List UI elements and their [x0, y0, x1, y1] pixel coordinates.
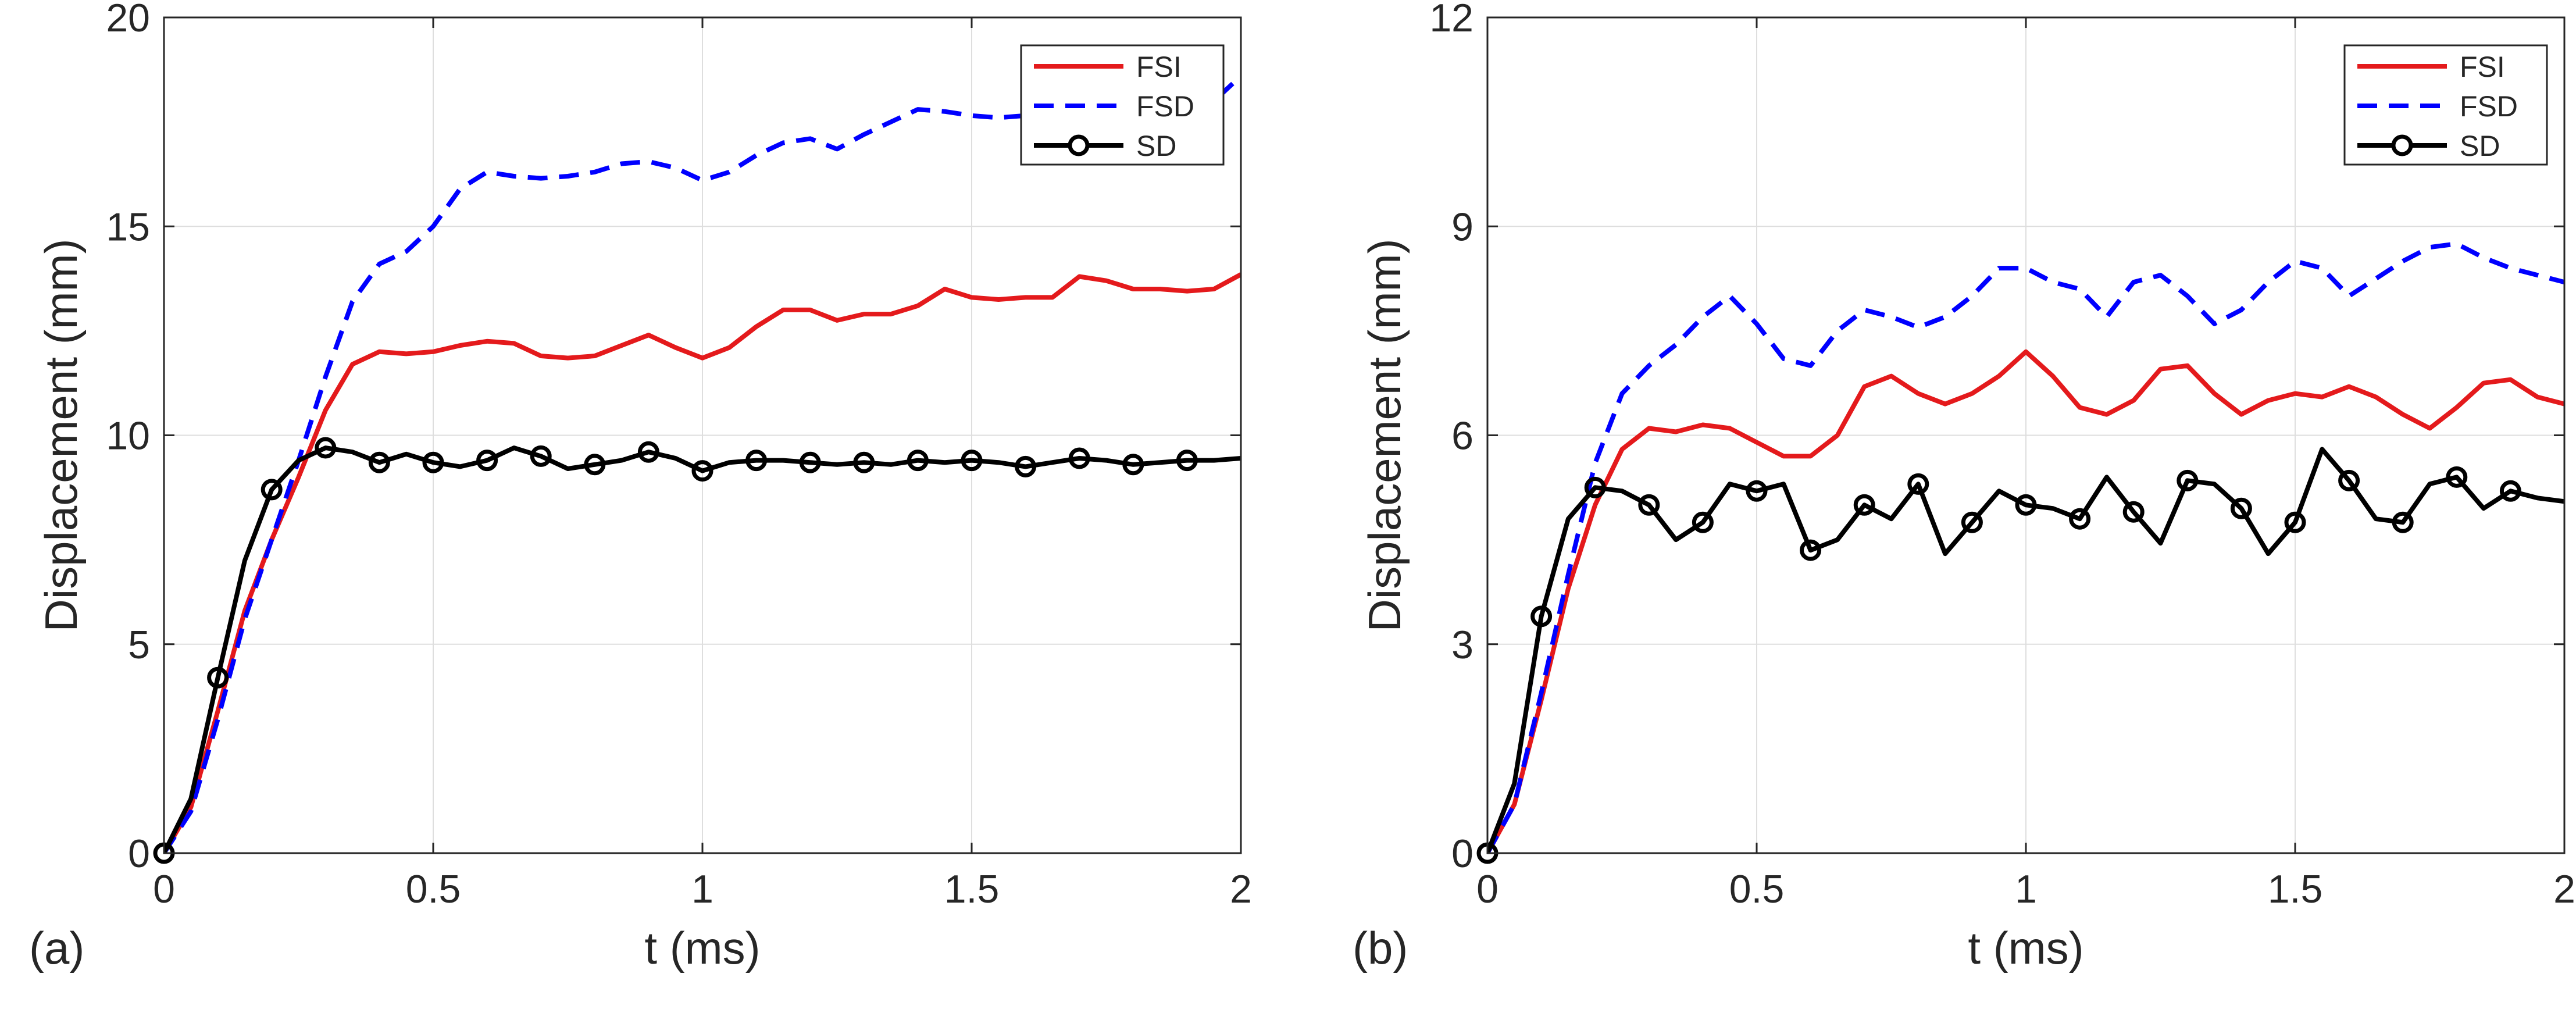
y-tick-label: 0 [1451, 832, 1473, 876]
x-tick-label: 1 [2015, 867, 2037, 911]
series-marker-sd [2230, 497, 2252, 519]
series-marker-sd [1584, 476, 1606, 498]
series-marker-sd [1015, 455, 1037, 477]
y-tick-label: 3 [1451, 623, 1473, 667]
x-tick-label: 2 [2553, 867, 2575, 911]
series-marker-sd [1692, 511, 1714, 533]
series-marker-sd [1122, 454, 1144, 476]
series-marker-sd [2338, 469, 2360, 491]
series-marker-sd [1068, 447, 1090, 469]
series-marker-sd [207, 666, 229, 689]
series-marker-sd [368, 451, 390, 473]
series-marker-sd [1800, 539, 1822, 561]
y-tick-label: 0 [128, 832, 150, 876]
series-line-fsd [1487, 241, 2564, 853]
series-marker-sd [907, 450, 929, 472]
panel-label: (a) [29, 922, 84, 974]
series-marker-sd [637, 441, 659, 463]
series-marker-sd [961, 450, 983, 472]
y-tick-label: 6 [1451, 414, 1473, 458]
series-marker-sd [422, 451, 444, 473]
y-tick-label: 5 [128, 623, 150, 667]
series-marker-sd [2499, 480, 2521, 502]
y-tick-label: 12 [1429, 0, 1473, 40]
series-marker-sd [2284, 511, 2306, 533]
series-marker-sd [1907, 473, 1929, 495]
legend-marker-sd [2391, 134, 2413, 156]
y-axis-label: Displacement (mm) [35, 238, 87, 632]
series-marker-sd [853, 451, 875, 473]
series-marker-sd [691, 460, 713, 482]
series-marker-sd [2122, 501, 2145, 523]
legend-label-sd: SD [1136, 130, 1176, 162]
legend-label-fsd: FSD [1136, 90, 1194, 123]
y-tick-label: 10 [106, 414, 150, 458]
series-marker-sd [1746, 480, 1768, 502]
x-tick-label: 1 [691, 867, 713, 911]
legend-label-fsi: FSI [1136, 51, 1182, 83]
y-tick-label: 15 [106, 205, 150, 249]
x-tick-label: 0 [153, 867, 175, 911]
x-tick-label: 1.5 [2268, 867, 2323, 911]
series-marker-sd [1638, 494, 1660, 516]
series-marker-sd [1961, 511, 1983, 533]
series-marker-sd [2177, 469, 2199, 491]
series-marker-sd [2015, 494, 2037, 516]
legend-label-fsd: FSD [2460, 90, 2518, 123]
series-line-sd [164, 445, 1241, 853]
series-line-fsi [164, 272, 1241, 853]
data-layer [1487, 241, 2564, 853]
data-layer [164, 74, 1241, 853]
series-line-fsi [1487, 349, 2564, 853]
series-marker-sd [261, 479, 283, 501]
x-tick-label: 0.5 [406, 867, 461, 911]
series-marker-sd [745, 450, 768, 472]
y-tick-label: 20 [106, 0, 150, 40]
legend-marker-sd [1068, 134, 1090, 156]
series-marker-sd [476, 450, 498, 472]
legend: FSI FSD SD [2343, 44, 2548, 166]
series-marker-sd [530, 445, 552, 467]
y-axis-label: Displacement (mm) [1359, 238, 1410, 632]
series-line-sd [1487, 447, 2564, 853]
series-marker-sd [2392, 511, 2414, 533]
legend-label-sd: SD [2460, 130, 2500, 162]
series-marker-sd [1530, 605, 1553, 627]
x-tick-label: 0.5 [1729, 867, 1785, 911]
x-axis-label: t (ms) [1968, 922, 2083, 974]
legend: FSI FSD SD [1020, 44, 1225, 166]
series-marker-sd [2069, 508, 2091, 530]
legend-label-fsi: FSI [2460, 51, 2505, 83]
x-tick-label: 2 [1230, 867, 1252, 911]
x-tick-label: 0 [1476, 867, 1498, 911]
chart-panel-b: 0 0.5 1 1.5 2 0 3 6 9 12 t (ms) Displacement (mm) (b… [1353, 0, 2575, 974]
x-axis-label: t (ms) [644, 922, 760, 974]
y-tick-label: 9 [1451, 205, 1473, 249]
series-marker-sd [1176, 450, 1198, 472]
series-marker-sd [1853, 494, 1875, 516]
series-marker-sd [584, 454, 606, 476]
series-marker-sd [799, 451, 821, 473]
series-marker-sd [315, 437, 337, 459]
x-tick-label: 1.5 [944, 867, 1000, 911]
series-marker-sd [2446, 466, 2468, 488]
panel-label: (b) [1353, 922, 1408, 974]
